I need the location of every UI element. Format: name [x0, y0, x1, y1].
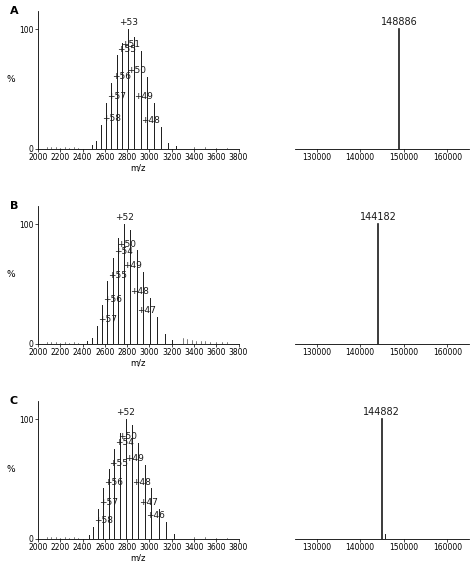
Text: +54: +54: [115, 438, 134, 447]
Text: 144182: 144182: [360, 211, 397, 222]
Y-axis label: %: %: [7, 270, 15, 279]
Y-axis label: %: %: [7, 75, 15, 84]
Text: +50: +50: [127, 66, 146, 75]
Text: C: C: [10, 396, 18, 406]
Text: +47: +47: [139, 498, 158, 507]
Text: +48: +48: [132, 477, 150, 486]
Text: +50: +50: [117, 240, 136, 249]
Text: +51: +51: [121, 40, 140, 49]
Text: +48: +48: [141, 116, 160, 125]
Text: +55: +55: [109, 458, 128, 467]
Text: +52: +52: [116, 408, 135, 417]
Text: +52: +52: [115, 213, 134, 222]
Text: +49: +49: [125, 454, 144, 463]
Text: +58: +58: [102, 114, 121, 123]
Text: +49: +49: [134, 93, 153, 102]
Text: +54: +54: [114, 247, 132, 256]
X-axis label: m/z: m/z: [130, 553, 146, 561]
Text: B: B: [10, 201, 18, 211]
Text: 148886: 148886: [381, 17, 417, 27]
Text: +58: +58: [94, 516, 113, 525]
Text: +57: +57: [107, 93, 126, 102]
Text: +48: +48: [130, 287, 149, 296]
Text: +57: +57: [98, 315, 117, 324]
Text: A: A: [10, 6, 18, 16]
Text: +55: +55: [108, 270, 127, 280]
Y-axis label: %: %: [7, 466, 15, 475]
X-axis label: m/z: m/z: [130, 358, 146, 367]
Text: +46: +46: [146, 511, 165, 520]
Text: +55: +55: [118, 45, 137, 54]
Text: +50: +50: [118, 432, 137, 442]
Text: +56: +56: [104, 477, 123, 486]
Text: +53: +53: [118, 19, 138, 27]
Text: +47: +47: [137, 306, 156, 315]
X-axis label: m/z: m/z: [130, 163, 146, 172]
Text: +57: +57: [99, 498, 118, 507]
Text: 144882: 144882: [363, 407, 400, 417]
Text: +56: +56: [103, 295, 122, 304]
Text: +56: +56: [112, 72, 131, 81]
Text: +49: +49: [124, 261, 142, 270]
